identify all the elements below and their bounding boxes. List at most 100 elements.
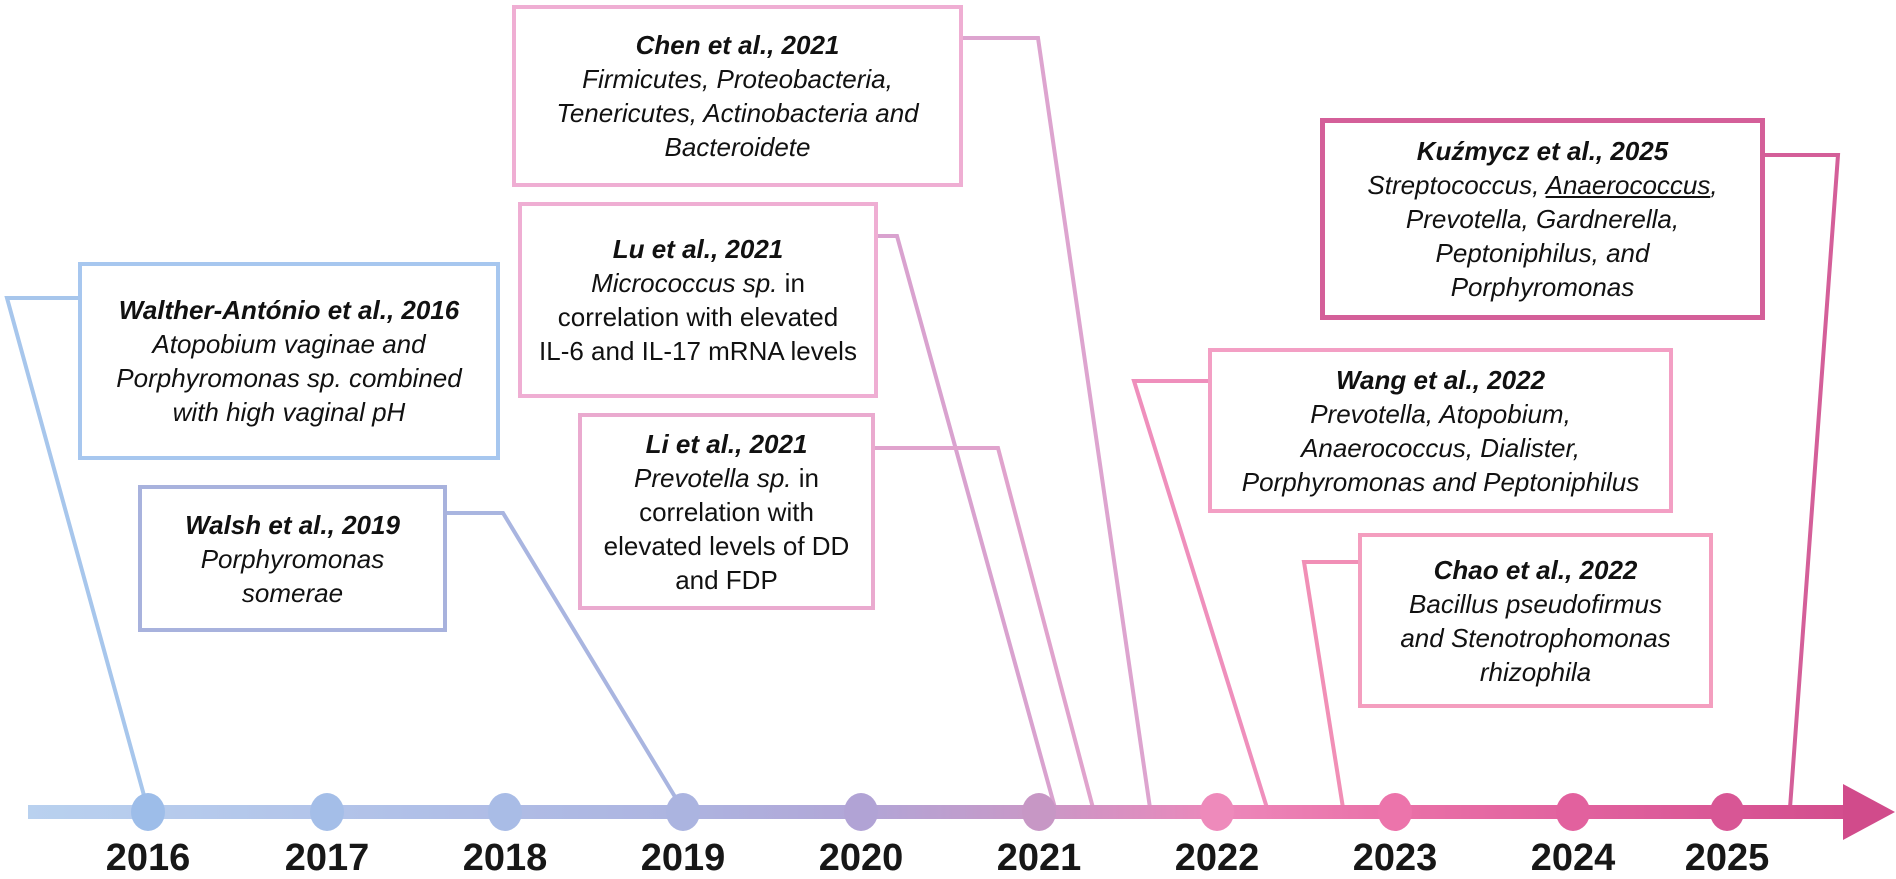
year-label-2024: 2024 bbox=[1530, 837, 1616, 879]
citation-text-segment: Porphyromonas sp. combined bbox=[116, 363, 462, 393]
citation-text-segment: correlation with bbox=[639, 496, 814, 527]
citation-text-line: Porphyromonas bbox=[1451, 270, 1635, 304]
citation-title: Kuźmycz et al., 2025 bbox=[1416, 136, 1669, 166]
citation-text-segment: IL-6 and IL-17 mRNA levels bbox=[539, 336, 857, 366]
citation-box-wang: Wang et al., 2022 Prevotella, Atopobium, A… bbox=[1208, 348, 1673, 513]
citation-title: Walsh et al., 2019 bbox=[185, 509, 400, 540]
year-label-2016: 2016 bbox=[105, 837, 191, 879]
year-label-2022: 2022 bbox=[1174, 837, 1260, 879]
connector-line-walther bbox=[4, 296, 150, 811]
citation-text-segment: Atopobium vaginae and bbox=[152, 329, 426, 359]
citation-text-line: Streptococcus, Anaerococcus, bbox=[1367, 168, 1717, 202]
year-label-2018: 2018 bbox=[462, 837, 548, 879]
citation-text-segment: Prevotella, Atopobium, bbox=[1310, 398, 1571, 429]
citation-text-segment: Prevotella, Gardnerella, bbox=[1405, 204, 1680, 234]
citation-title: Lu et al., 2021 bbox=[612, 234, 784, 264]
timeline-dot-2017 bbox=[310, 793, 344, 831]
connector-lines bbox=[4, 36, 1841, 812]
citation-text-line: with high vaginal pH bbox=[173, 395, 406, 429]
timeline-dot-2024 bbox=[1556, 793, 1590, 831]
timeline-dot-2021 bbox=[1022, 793, 1056, 831]
year-label-2019: 2019 bbox=[640, 837, 726, 879]
citation-title: Walther-António et al., 2016 bbox=[118, 295, 460, 325]
citation-text-line: Tenericutes, Actinobacteria and bbox=[556, 96, 918, 130]
citation-text-segment: correlation with elevated bbox=[557, 302, 839, 332]
citation-text-segment: in bbox=[777, 268, 805, 298]
citation-text-line: elevated levels of DD bbox=[604, 529, 850, 563]
citation-text-line: somerae bbox=[242, 576, 343, 610]
citation-text-segment: Firmicutes, Proteobacteria, bbox=[582, 64, 893, 94]
citation-text-segment: Porphyromonas bbox=[1450, 272, 1635, 302]
citation-text-line: Micrococcus sp. in bbox=[591, 266, 805, 300]
citation-box-chen: Chen et al., 2021 Firmicutes, Proteobacte… bbox=[512, 5, 963, 187]
year-label-2023: 2023 bbox=[1352, 837, 1438, 879]
citation-text-segment: Bacillus pseudofirmus bbox=[1409, 588, 1662, 619]
timeline-dot-2022 bbox=[1200, 793, 1234, 831]
citation-text-segment: , bbox=[1710, 170, 1718, 200]
citation-text-segment: somerae bbox=[241, 577, 344, 608]
citation-text-line: IL-6 and IL-17 mRNA levels bbox=[539, 334, 857, 368]
citation-title: Wang et al., 2022 bbox=[1335, 364, 1546, 395]
citation-text-segment: rhizophila bbox=[1479, 656, 1592, 687]
timeline-arrowhead-icon bbox=[1843, 784, 1895, 840]
citation-text-line: Atopobium vaginae and bbox=[152, 327, 425, 361]
citation-box-lu: Lu et al., 2021 Micrococcus sp. in correla… bbox=[518, 202, 878, 398]
citation-box-walsh: Walsh et al., 2019 Porphyromonas somerae bbox=[138, 485, 447, 632]
citation-text-line: Prevotella, Gardnerella, bbox=[1406, 202, 1679, 236]
timeline-dot-2018 bbox=[488, 793, 522, 831]
citation-text-line: and FDP bbox=[675, 563, 778, 597]
citation-text-segment: with high vaginal pH bbox=[172, 397, 406, 427]
citation-box-chao: Chao et al., 2022 Bacillus pseudofirmus an… bbox=[1358, 533, 1713, 708]
citation-text-line: rhizophila bbox=[1480, 655, 1591, 689]
citation-text-segment: in bbox=[791, 462, 819, 493]
citation-text-line: and Stenotrophomonas bbox=[1400, 621, 1670, 655]
citation-title: Chen et al., 2021 bbox=[635, 30, 840, 60]
citation-text-line: Peptoniphilus, and bbox=[1436, 236, 1650, 270]
connector-line-chen bbox=[963, 36, 1152, 809]
citation-text-segment: Tenericutes, Actinobacteria and bbox=[556, 98, 919, 128]
citation-text-line: Bacteroidete bbox=[665, 130, 811, 164]
year-label-2020: 2020 bbox=[818, 837, 904, 879]
citation-box-li: Li et al., 2021 Prevotella sp. in correlat… bbox=[578, 413, 875, 610]
timeline-dot-2023 bbox=[1378, 793, 1412, 831]
citation-title: Chao et al., 2022 bbox=[1433, 554, 1638, 585]
connector-line-kuzmycz bbox=[1765, 153, 1841, 809]
citation-text-segment: Streptococcus, bbox=[1367, 170, 1546, 200]
timeline-dot-2025 bbox=[1710, 793, 1744, 831]
year-label-2025: 2025 bbox=[1684, 837, 1770, 879]
timeline-dot-2020 bbox=[844, 793, 878, 831]
citation-text-line: Prevotella sp. in bbox=[634, 461, 819, 495]
timeline-dot-2016 bbox=[131, 793, 165, 831]
citation-text-segment: Porphyromonas bbox=[200, 543, 385, 574]
citation-text-segment: Peptoniphilus, and bbox=[1435, 238, 1650, 268]
citation-text-segment: and Stenotrophomonas bbox=[1400, 622, 1671, 653]
timeline-dot-2019 bbox=[666, 793, 700, 831]
citation-text-segment: elevated levels of DD bbox=[603, 530, 850, 561]
citation-text-line: Porphyromonas bbox=[201, 542, 385, 576]
connector-line-chao bbox=[1301, 560, 1358, 809]
citation-title: Li et al., 2021 bbox=[645, 428, 808, 459]
citation-text-line: Anaerococcus, Dialister, bbox=[1301, 431, 1580, 465]
citation-text-segment: Prevotella sp. bbox=[634, 462, 792, 493]
citation-text-line: Firmicutes, Proteobacteria, bbox=[582, 62, 893, 96]
connector-line-wang bbox=[1131, 379, 1269, 809]
citation-text-line: Bacillus pseudofirmus bbox=[1409, 587, 1662, 621]
citation-box-kuzmycz: Kuźmycz et al., 2025 Streptococcus, Anaer… bbox=[1320, 118, 1765, 320]
citation-text-segment: Micrococcus sp. bbox=[591, 268, 778, 298]
connector-line-li bbox=[875, 446, 1095, 809]
connector-line-lu bbox=[878, 234, 1057, 809]
citation-text-line: correlation with bbox=[639, 495, 814, 529]
citation-text-segment: Anaerococcus, Dialister, bbox=[1301, 432, 1580, 463]
citation-text-segment: Bacteroidete bbox=[664, 132, 811, 162]
citation-text-segment: Anaerococcus bbox=[1545, 170, 1711, 200]
timeline-dots bbox=[131, 793, 1744, 831]
citation-text-segment: and FDP bbox=[675, 564, 778, 595]
citation-text-line: Prevotella, Atopobium, bbox=[1310, 397, 1571, 431]
citation-text-segment: Porphyromonas and Peptoniphilus bbox=[1241, 466, 1640, 497]
citation-text-line: Porphyromonas sp. combined bbox=[116, 361, 461, 395]
citation-text-line: Porphyromonas and Peptoniphilus bbox=[1242, 465, 1639, 499]
connector-line-walsh bbox=[447, 511, 685, 812]
citation-box-walther: Walther-António et al., 2016 Atopobium va… bbox=[78, 262, 500, 460]
